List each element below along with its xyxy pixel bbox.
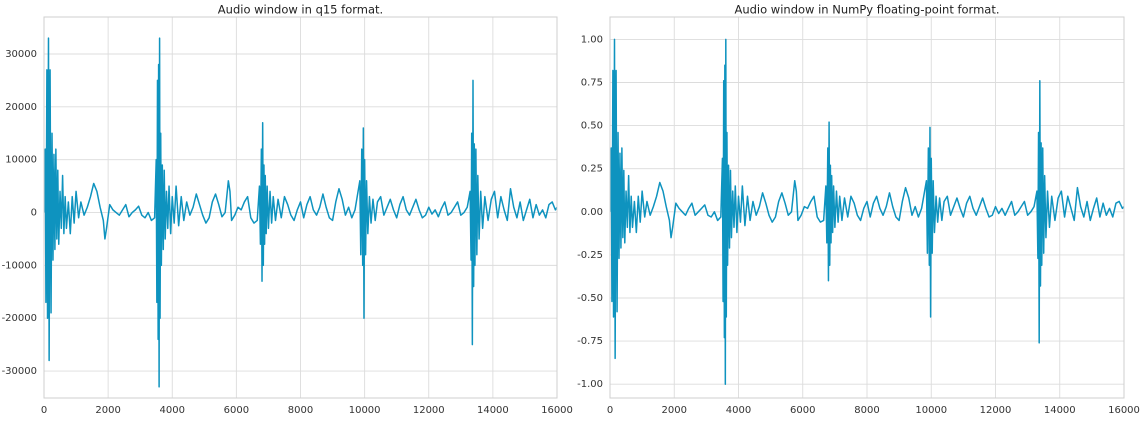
y-tick-label: 0.00 [581, 207, 603, 218]
waveform-line [44, 37, 557, 388]
x-tick-label: 0 [41, 405, 47, 416]
x-tick-label: 8000 [854, 405, 879, 416]
y-tick-label: 0.50 [581, 121, 603, 132]
y-tick-label: 30000 [5, 49, 37, 60]
x-tick-label: 16000 [541, 405, 573, 416]
waveform-line [610, 38, 1124, 385]
y-tick-label: -0.50 [577, 293, 603, 304]
y-tick-label: 10000 [5, 155, 37, 166]
x-tick-label: 8000 [288, 405, 313, 416]
x-tick-label: 12000 [980, 405, 1012, 416]
subplot: 0 2000 4000 6000 8000 10000 12000 14000 16000 -1.… [577, 3, 1140, 417]
chart-title: Audio window in NumPy floating-point for… [734, 3, 999, 17]
series-group [610, 38, 1124, 385]
y-tick-label: -20000 [2, 313, 37, 324]
plot-frame [609, 16, 1125, 399]
x-tick-label: 14000 [477, 405, 509, 416]
y-tick-label: -0.25 [577, 250, 603, 261]
y-tick-label: -10000 [2, 260, 37, 271]
x-tick-label: 4000 [160, 405, 185, 416]
y-tick-label: 0 [31, 208, 37, 219]
x-tick-label: 16000 [1108, 405, 1140, 416]
y-tick-label: -1.00 [577, 379, 603, 390]
x-tick-label: 10000 [915, 405, 947, 416]
y-tick-label: 0.25 [581, 164, 603, 175]
plot-frame [43, 16, 558, 399]
x-tick-label: 14000 [1044, 405, 1076, 416]
x-tick-label: 2000 [95, 405, 120, 416]
x-tick-label: 12000 [413, 405, 445, 416]
y-tick-label: -30000 [2, 366, 37, 377]
x-tick-label: 0 [607, 405, 613, 416]
chart-title: Audio window in q15 format. [218, 3, 383, 17]
x-tick-label: 6000 [790, 405, 815, 416]
x-tick-label: 4000 [726, 405, 751, 416]
y-tick-label: 20000 [5, 102, 37, 113]
series-group [44, 37, 557, 388]
y-tick-label: 1.00 [581, 34, 603, 45]
subplot: 0 2000 4000 6000 8000 10000 12000 14000 16000 -30… [2, 3, 573, 417]
y-tick-label: 0.75 [581, 78, 603, 89]
x-tick-label: 2000 [662, 405, 687, 416]
x-tick-label: 6000 [224, 405, 249, 416]
x-tick-label: 10000 [349, 405, 381, 416]
y-tick-label: -0.75 [577, 336, 603, 347]
